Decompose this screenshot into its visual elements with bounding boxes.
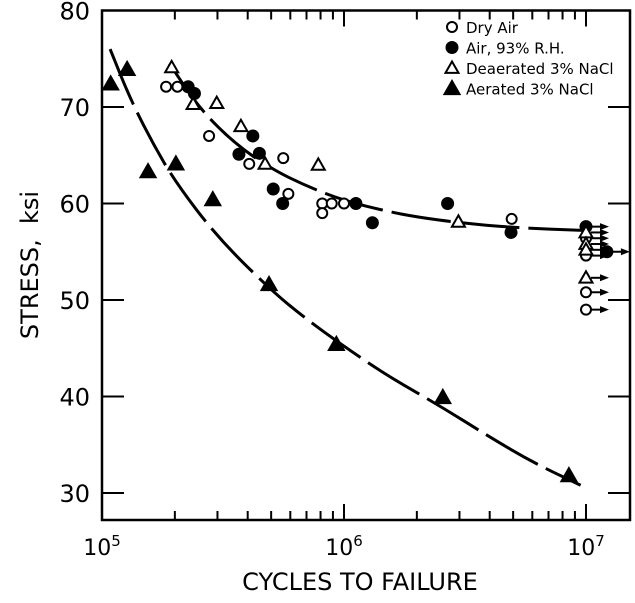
legend-marker-dry-air bbox=[446, 21, 458, 33]
point-deaerated-3-nacl bbox=[208, 94, 225, 110]
legend-label-aerated-3-nacl: Aerated 3% NaCl bbox=[466, 81, 594, 99]
y-tick-label: 60 bbox=[59, 190, 90, 218]
y-axis-label: STRESS, ksi bbox=[16, 191, 44, 339]
x-tick-label: 105 bbox=[83, 532, 121, 561]
point-deaerated-3-nacl bbox=[163, 58, 180, 74]
point-air-93-r-h- bbox=[232, 147, 246, 161]
legend-label-air-93-r-h-: Air, 93% R.H. bbox=[466, 40, 565, 58]
runout-arrowhead-deaerated-3-nacl bbox=[600, 240, 609, 248]
point-air-93-r-h- bbox=[246, 129, 260, 143]
point-air-93-r-h- bbox=[349, 196, 363, 210]
point-aerated-3-nacl bbox=[327, 334, 346, 352]
fit-curve bbox=[168, 62, 587, 233]
point-air-93-r-h- bbox=[365, 216, 379, 230]
point-deaerated-3-nacl bbox=[232, 117, 250, 133]
legend-marker-air-93-r-h- bbox=[445, 41, 459, 54]
legend-label-dry-air: Dry Air bbox=[466, 19, 519, 37]
runout-point-dry-air bbox=[580, 303, 592, 316]
y-tick-label: 80 bbox=[59, 0, 90, 26]
axis-ticks: 105 106 107 30 40 50 60 70 80 bbox=[59, 0, 630, 561]
x-axis-label: CYCLES TO FAILURE bbox=[242, 568, 478, 596]
point-aerated-3-nacl bbox=[166, 154, 186, 171]
runout-arrowhead-dry-air bbox=[600, 288, 609, 296]
runout-arrowhead-deaerated-3-nacl bbox=[600, 228, 609, 236]
runout-point-dry-air bbox=[580, 286, 592, 299]
legend: Dry Air Air, 93% R.H. Deaerated 3% NaCl Aer… bbox=[442, 19, 614, 99]
point-deaerated-3-nacl bbox=[184, 95, 202, 110]
y-tick-label: 30 bbox=[59, 480, 90, 508]
point-aerated-3-nacl bbox=[138, 162, 158, 179]
plot-border bbox=[100, 9, 632, 522]
point-dry-air bbox=[316, 197, 329, 210]
runout-point-deaerated-3-nacl bbox=[577, 241, 595, 256]
point-dry-air bbox=[282, 187, 295, 200]
point-aerated-3-nacl bbox=[117, 59, 137, 76]
point-dry-air bbox=[171, 80, 184, 93]
data-points bbox=[101, 58, 630, 483]
legend-label-deaerated-3-nacl: Deaerated 3% NaCl bbox=[466, 60, 614, 78]
point-air-93-r-h- bbox=[252, 146, 266, 160]
runout-arrowhead-deaerated-3-nacl bbox=[600, 274, 609, 282]
point-air-93-r-h- bbox=[504, 225, 518, 239]
point-dry-air bbox=[338, 197, 350, 210]
point-air-93-r-h- bbox=[441, 196, 455, 210]
point-deaerated-3-nacl bbox=[450, 213, 467, 228]
legend-marker-deaerated-3-nacl bbox=[443, 59, 461, 74]
point-dry-air bbox=[203, 129, 216, 142]
runout-arrowhead-air-93-r-h- bbox=[620, 248, 630, 256]
runout-arrowhead-deaerated-3-nacl bbox=[600, 246, 609, 254]
runout-arrowhead-dry-air bbox=[600, 306, 609, 314]
y-tick-label: 50 bbox=[59, 287, 90, 315]
y-tick-label: 40 bbox=[59, 383, 90, 411]
runout-arrowhead-dry-air bbox=[600, 234, 609, 242]
legend-marker-aerated-3-nacl bbox=[442, 78, 462, 96]
point-dry-air bbox=[277, 152, 290, 165]
point-dry-air bbox=[243, 157, 256, 170]
point-deaerated-3-nacl bbox=[310, 156, 327, 171]
point-aerated-3-nacl bbox=[559, 466, 579, 483]
point-aerated-3-nacl bbox=[101, 74, 120, 91]
y-tick-label: 70 bbox=[59, 94, 90, 122]
point-dry-air bbox=[325, 197, 338, 210]
point-air-93-r-h- bbox=[187, 86, 201, 100]
point-aerated-3-nacl bbox=[203, 190, 223, 207]
point-air-93-r-h- bbox=[276, 196, 290, 210]
fit-curves bbox=[108, 48, 587, 487]
plot-frame bbox=[100, 9, 632, 522]
x-tick-label: 106 bbox=[325, 532, 363, 561]
point-aerated-3-nacl bbox=[259, 275, 279, 292]
fit-curve bbox=[108, 48, 582, 487]
point-dry-air bbox=[160, 80, 173, 93]
point-aerated-3-nacl bbox=[433, 387, 453, 405]
runout-point-deaerated-3-nacl bbox=[577, 269, 595, 284]
x-tick-label: 107 bbox=[567, 532, 605, 561]
point-deaerated-3-nacl bbox=[256, 155, 274, 170]
point-dry-air bbox=[505, 212, 518, 225]
point-air-93-r-h- bbox=[266, 182, 280, 196]
runout-arrowhead-air-93-r-h- bbox=[600, 223, 609, 231]
point-dry-air bbox=[316, 207, 329, 220]
